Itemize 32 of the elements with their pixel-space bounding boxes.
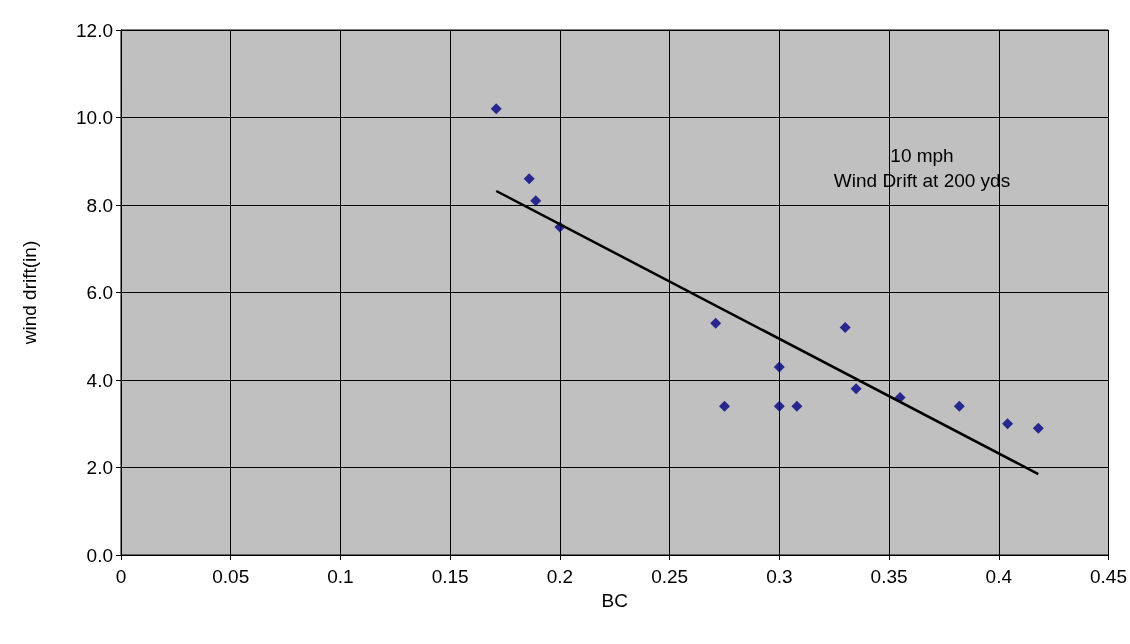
point <box>710 317 722 329</box>
x-tick-label: 0.35 <box>870 566 908 587</box>
point <box>718 400 730 412</box>
y-tick-label: 2.0 <box>86 457 113 478</box>
x-tick-label: 0.45 <box>1090 566 1127 587</box>
point <box>850 383 862 395</box>
x-axis-title: BC <box>601 589 628 611</box>
point <box>523 173 535 185</box>
x-tick-label: 0.25 <box>651 566 689 587</box>
point <box>490 103 502 115</box>
x-tick-label: 0.15 <box>431 566 469 587</box>
point <box>530 195 542 207</box>
point <box>773 361 785 373</box>
point <box>791 400 803 412</box>
point <box>839 322 851 333</box>
x-tick-label: 0.4 <box>985 566 1013 587</box>
y-tick-label: 0.0 <box>86 544 113 566</box>
point <box>953 400 965 412</box>
x-tick-label: 0.05 <box>212 566 250 587</box>
y-tick-label: 4.0 <box>86 369 113 391</box>
x-tick-label: 0.2 <box>546 566 574 587</box>
point <box>1032 422 1044 434</box>
x-tick-label: 0.3 <box>766 566 793 587</box>
point <box>1002 418 1014 430</box>
x-tick-label: 0.1 <box>327 566 354 587</box>
y-tick-label: 6.0 <box>86 282 113 303</box>
x-tick-label: 0 <box>115 566 127 587</box>
point <box>773 400 785 412</box>
y-tick-label: 10.0 <box>76 107 113 128</box>
y-tick-label: 12.0 <box>76 19 113 41</box>
y-axis-title: wind drift(in) <box>19 240 40 346</box>
y-tick-label: 8.0 <box>86 194 113 216</box>
